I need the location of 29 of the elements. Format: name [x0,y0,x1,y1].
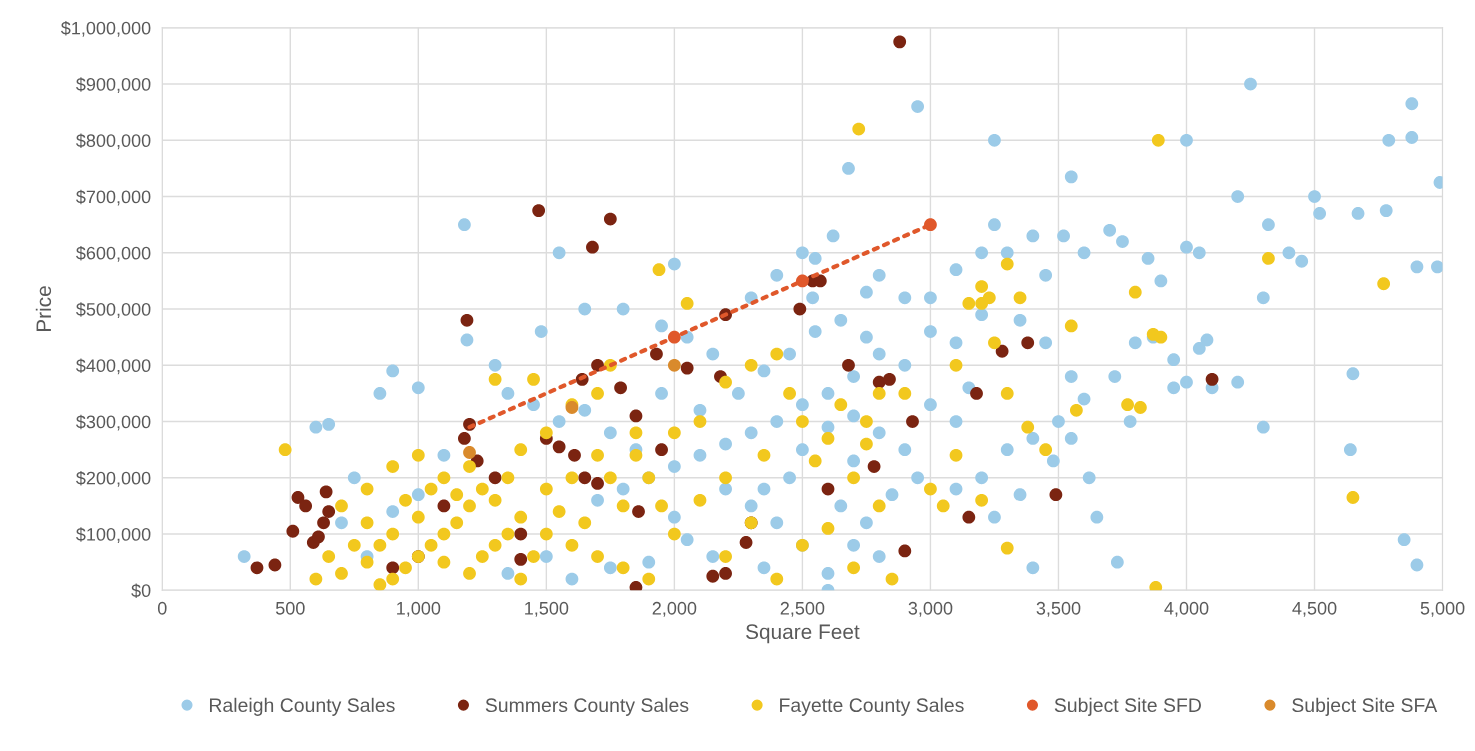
y-axis-title: Price [35,286,52,332]
y-tick-label: $600,000 [76,245,151,262]
legend-label: Raleigh County Sales [209,697,395,716]
y-tick-label: $0 [131,583,151,599]
x-axis-title: Square Feet [746,624,860,644]
x-tick-label: 500 [275,601,305,615]
x-tick-label: 3,500 [1036,601,1081,617]
y-tick-label: $400,000 [76,358,151,375]
legend-label: Summers County Sales [485,697,689,716]
legend-label: Subject Site SFD [1054,697,1201,716]
x-tick-label: 2,500 [780,601,825,617]
y-tick-label: $200,000 [76,470,151,487]
y-tick-label: $700,000 [76,189,151,206]
x-tick-label: 5,000 [1420,601,1465,617]
y-tick-label: $800,000 [76,133,151,150]
legend-label: Fayette County Sales [780,697,964,716]
x-tick-label: 1,000 [397,601,441,617]
x-tick-label: 4,000 [1164,601,1209,617]
x-tick-label: 4,500 [1292,601,1337,617]
x-tick-label: 3,000 [908,601,953,617]
x-tick-label: 1,500 [525,601,569,617]
x-tick-label: 0 [157,601,167,615]
y-tick-label: $900,000 [76,77,151,93]
legend-label: Subject Site SFA [1292,697,1438,716]
y-tick-label: $100,000 [76,527,151,543]
y-tick-label: $500,000 [76,302,151,318]
y-tick-label: $300,000 [76,414,151,431]
y-tick-label: $1,000,000 [60,20,151,37]
x-tick-label: 2,000 [652,601,697,617]
